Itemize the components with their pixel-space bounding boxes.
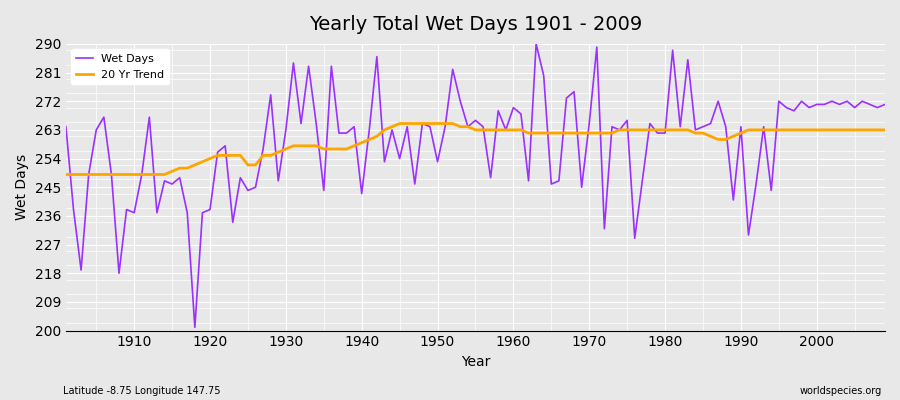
Text: worldspecies.org: worldspecies.org xyxy=(800,386,882,396)
Text: Latitude -8.75 Longitude 147.75: Latitude -8.75 Longitude 147.75 xyxy=(63,386,220,396)
20 Yr Trend xyxy=(334,147,345,152)
20 Yr Trend xyxy=(394,121,405,126)
20 Yr Trend xyxy=(516,128,526,132)
20 Yr Trend xyxy=(122,172,132,177)
Wet Days xyxy=(122,207,132,212)
20 Yr Trend xyxy=(508,128,518,132)
Line: 20 Yr Trend: 20 Yr Trend xyxy=(66,124,885,174)
Line: Wet Days: Wet Days xyxy=(66,44,885,327)
20 Yr Trend xyxy=(607,131,617,136)
Y-axis label: Wet Days: Wet Days xyxy=(15,154,29,220)
20 Yr Trend xyxy=(288,144,299,148)
Wet Days xyxy=(508,105,518,110)
Wet Days xyxy=(295,121,306,126)
Legend: Wet Days, 20 Yr Trend: Wet Days, 20 Yr Trend xyxy=(71,50,169,84)
Wet Days xyxy=(516,112,526,116)
Title: Yearly Total Wet Days 1901 - 2009: Yearly Total Wet Days 1901 - 2009 xyxy=(309,15,642,34)
Wet Days xyxy=(879,102,890,107)
Wet Days xyxy=(189,325,200,330)
20 Yr Trend xyxy=(60,172,71,177)
20 Yr Trend xyxy=(879,128,890,132)
Wet Days xyxy=(614,128,625,132)
Wet Days xyxy=(60,124,71,129)
X-axis label: Year: Year xyxy=(461,355,491,369)
Wet Days xyxy=(531,42,542,46)
Wet Days xyxy=(341,131,352,136)
